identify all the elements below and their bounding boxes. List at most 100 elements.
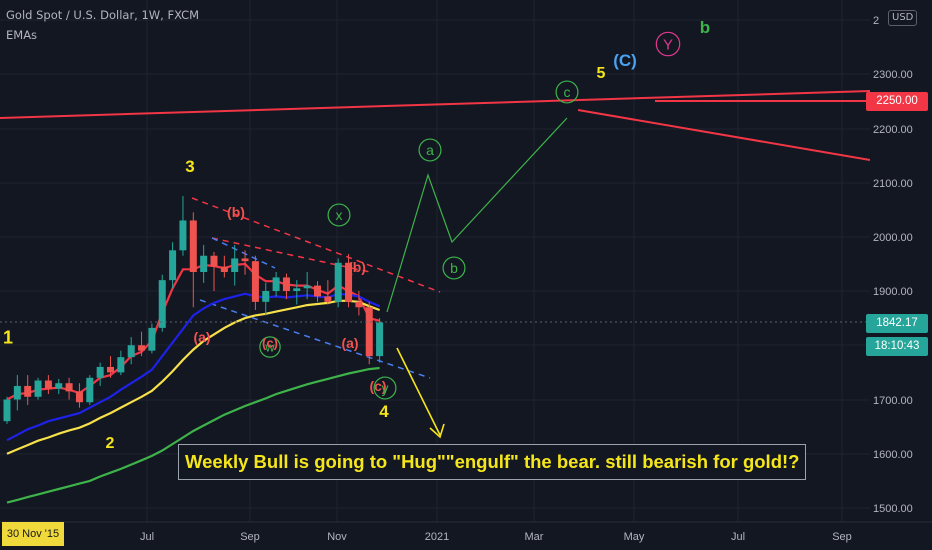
candle-bull — [169, 250, 177, 281]
crosshair-date-label: 30 Nov '15 — [2, 522, 64, 546]
wave-label: b — [700, 18, 710, 37]
wave-label: 5 — [597, 65, 606, 82]
candle-bull — [34, 380, 42, 397]
wave-label: 3 — [185, 157, 194, 176]
candle-bear — [314, 285, 321, 297]
wave-label: (a) — [193, 329, 210, 345]
candle-bear — [241, 258, 249, 262]
candle-bear — [282, 277, 290, 291]
candle-bear — [65, 383, 73, 392]
candle-bear — [44, 380, 52, 389]
wave-circle — [442, 256, 466, 280]
x-tick-label: Nov — [327, 531, 347, 543]
candle-bull — [272, 277, 280, 291]
currency-button[interactable]: USD — [888, 10, 918, 26]
y-tick-label: 2300.00 — [873, 69, 913, 81]
y-axis-panel — [870, 0, 932, 522]
candle-bear — [189, 220, 197, 273]
wave-label: x — [336, 207, 343, 223]
x-tick-label: Jul — [140, 531, 154, 543]
last-price-badge: 1842.17 — [866, 314, 928, 333]
bearish-projection-arrow — [396, 347, 441, 436]
candle-bull — [376, 322, 384, 357]
candle-bear — [345, 262, 353, 302]
candle-bear — [365, 307, 373, 357]
wave-label: (c) — [262, 336, 278, 351]
red-channel-upper — [191, 197, 441, 293]
candles — [3, 196, 384, 424]
blue-channel-upper — [211, 237, 276, 269]
wave-label: 1 — [3, 327, 13, 347]
x-tick-label: Sep — [240, 531, 260, 543]
candle-bear — [24, 385, 32, 397]
candle-bull — [117, 357, 125, 373]
wave-circle — [418, 138, 442, 162]
ema-line-2 — [6, 292, 381, 442]
wave-label: a — [426, 142, 434, 158]
bullish-projection-path — [386, 117, 568, 313]
symbol-title: Gold Spot / U.S. Dollar, 1W, FXCM — [6, 8, 200, 22]
blue-channel-lower — [199, 299, 431, 379]
x-tick-label: 2021 — [425, 531, 449, 543]
wave-label: c — [564, 84, 571, 100]
candle-bull — [262, 291, 270, 302]
y-tick-label: 1500.00 — [873, 503, 913, 515]
y-tick-label: 2100.00 — [873, 178, 913, 190]
candle-bull — [303, 285, 311, 289]
wave-label: 2 — [106, 435, 115, 452]
candle-bear — [107, 366, 114, 373]
y-axis[interactable]: 1500.001600.001700.001800.001900.002000.… — [870, 0, 932, 522]
wave-label: y — [382, 380, 389, 396]
candle-bull — [200, 255, 208, 273]
candle-bull — [3, 399, 11, 422]
indicator-label[interactable]: EMAs — [6, 28, 38, 42]
annotation-text[interactable]: Weekly Bull is going to "Hug""engulf" th… — [178, 444, 807, 480]
candle-bear — [355, 301, 363, 308]
wave-circle — [259, 336, 281, 358]
candle-bull — [96, 366, 104, 378]
x-axis[interactable]: Jul Sep Nov 2021 Mar May Jul Sep — [0, 521, 932, 543]
candle-bull — [148, 327, 156, 351]
candle-bear — [210, 255, 218, 267]
x-tick-label: May — [624, 531, 645, 543]
x-tick-label: Mar — [525, 531, 544, 543]
candle-bull — [293, 288, 301, 291]
wave-circle — [655, 31, 681, 57]
candle-bear — [75, 391, 83, 403]
candle-bull — [231, 258, 239, 273]
candle-bear — [220, 266, 228, 273]
level-price-badge: 2250.00 — [866, 92, 928, 111]
wave-circle — [373, 376, 397, 400]
bearish-arrow-head — [429, 423, 445, 439]
wave-label: (b) — [348, 259, 366, 275]
descending-trendline — [577, 109, 871, 161]
candle-bear — [324, 296, 332, 302]
candle-bull — [334, 262, 342, 302]
y-tick-label: 2 — [873, 15, 879, 27]
wave-label: w — [264, 340, 275, 355]
wave-projection — [386, 117, 568, 439]
wave-circle — [555, 80, 579, 104]
wave-label: Y — [663, 36, 673, 53]
x-tick-label: Sep — [832, 531, 852, 543]
candle-bear — [251, 261, 259, 302]
candle-bull — [127, 345, 135, 358]
wave-label: b — [450, 260, 458, 276]
wave-label: (a) — [341, 335, 358, 351]
x-tick-label: Jul — [731, 531, 745, 543]
y-tick-label: 2000.00 — [873, 232, 913, 244]
y-tick-label: 1600.00 — [873, 449, 913, 461]
ema-line-4 — [6, 366, 380, 504]
candle-bull — [13, 385, 21, 400]
bar-countdown-badge: 18:10:43 — [866, 337, 928, 356]
y-tick-label: 1700.00 — [873, 395, 913, 407]
wave-label: (C) — [613, 51, 637, 70]
candle-bear — [138, 345, 146, 351]
candle-bull — [86, 377, 94, 403]
horizontal-trendline — [0, 90, 871, 119]
red-channel-inner — [211, 237, 371, 273]
candle-bull — [179, 220, 187, 251]
y-tick-label: 2200.00 — [873, 124, 913, 136]
candle-bull — [158, 280, 166, 328]
